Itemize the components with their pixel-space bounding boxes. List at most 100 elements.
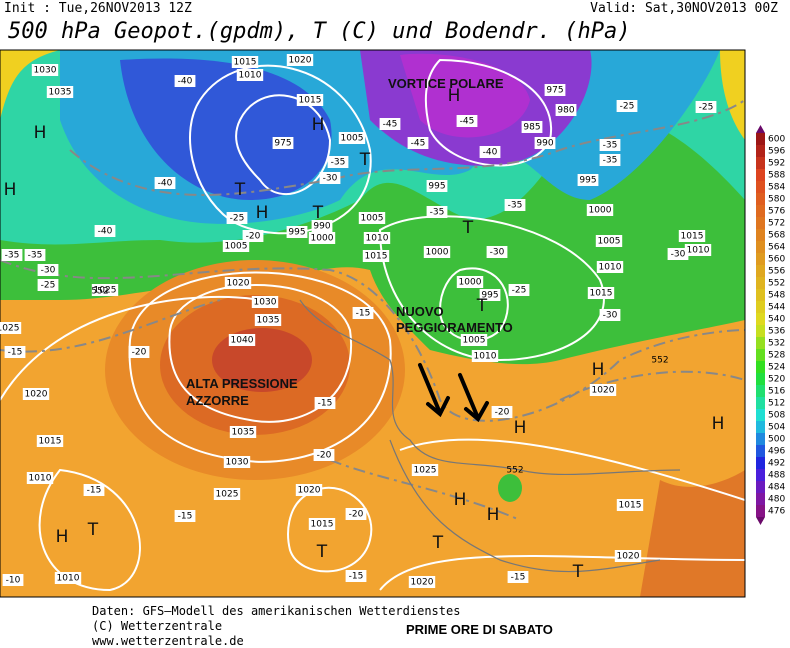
isobar-label-box [308, 232, 336, 244]
isobar-label: 1015 [311, 520, 334, 530]
temperature-label-box [599, 154, 621, 166]
temperature-label: -15 [87, 486, 102, 496]
temperature-label-box [174, 510, 196, 522]
temperature-label: -40 [178, 77, 193, 87]
temperature-label: -35 [430, 208, 445, 218]
map [0, 50, 745, 597]
temperature-label-box [313, 449, 335, 461]
height-label: 552 [506, 466, 523, 476]
isobar-label-box [479, 289, 501, 301]
temperature-label-box [599, 139, 621, 151]
pressure-center: H [592, 360, 605, 380]
isobar-label: 995 [428, 182, 445, 192]
colorbar-swatch [756, 493, 765, 505]
temperature-label-box [1, 249, 23, 261]
isobar-label: 975 [546, 86, 563, 96]
colorbar-swatch [756, 469, 765, 481]
isobar-label-box [358, 212, 386, 224]
temperature-label: -25 [230, 214, 245, 224]
temperature-label: -25 [620, 102, 635, 112]
temperature-label: -20 [132, 348, 147, 358]
isobar-label: 1030 [226, 458, 249, 468]
colorbar-label: 536 [768, 327, 785, 337]
colorbar-label: 552 [768, 279, 785, 289]
colorbar-swatch [756, 181, 765, 193]
colorbar-swatch [756, 505, 765, 517]
isobar-label-box [213, 488, 241, 500]
isobar-label-box [222, 240, 250, 252]
isobar-label: 1000 [589, 206, 612, 216]
isobar-label: 1010 [239, 71, 262, 81]
isobar-label-box [423, 246, 451, 258]
arrows [418, 363, 489, 423]
isobar-label: 1035 [257, 316, 280, 326]
pressure-center: H [312, 115, 325, 135]
temperature-label-box [407, 137, 429, 149]
isobar-label: 1005 [598, 237, 621, 247]
isobar-label-box [295, 484, 323, 496]
temperature-label-box [345, 570, 367, 582]
temperature-label: -35 [603, 156, 618, 166]
temperature-label: -15 [178, 512, 193, 522]
isobar-label-box [460, 334, 488, 346]
colorbar-label: 532 [768, 339, 785, 349]
isobar-label: 1020 [592, 386, 615, 396]
temperature-label: -35 [603, 141, 618, 151]
temperature-label-box [352, 307, 374, 319]
temperature-label: -35 [331, 158, 346, 168]
valid-time: Valid: Sat,30NOV2013 00Z [590, 1, 778, 16]
temperature-label: -20 [246, 232, 261, 242]
isobar-label-box [223, 456, 251, 468]
temperature-label-box [37, 279, 59, 291]
isobar-label-box [616, 499, 644, 511]
temperature-label-box [37, 264, 59, 276]
isobar-label-box [338, 132, 366, 144]
temperature-label: -15 [511, 573, 526, 583]
isobar-label-box [308, 518, 336, 530]
temperature-label-box [504, 199, 526, 211]
temperature-label-box [507, 571, 529, 583]
footer-source: Daten: GFS—Modell des amerikanischen Wet… [92, 604, 460, 618]
pressure-center: H [56, 527, 69, 547]
isobar-label: 1005 [225, 242, 248, 252]
annotation: ALTA PRESSIONE [186, 376, 298, 391]
temperature-label-box [174, 75, 196, 87]
isobar-label: 1015 [234, 58, 257, 68]
colorbar-swatch [756, 349, 765, 361]
colorbar-swatch [756, 265, 765, 277]
colorbar-label: 548 [768, 291, 785, 301]
isobar-label: 1020 [617, 552, 640, 562]
isobar-label-box [229, 426, 257, 438]
annotation: PEGGIORAMENTO [396, 320, 513, 335]
colorbar-swatch [756, 325, 765, 337]
colorbar-swatch [756, 313, 765, 325]
colorbar-swatch [756, 481, 765, 493]
isobar-label-box [471, 350, 499, 362]
colorbar-label: 492 [768, 459, 785, 469]
pressure-center: H [454, 490, 467, 510]
isobar-label-box [254, 314, 282, 326]
isobar-label-box [362, 250, 390, 262]
temperature-label: -30 [671, 250, 686, 260]
isobar-label-box [614, 550, 642, 562]
isobar-label-box [91, 284, 119, 296]
height-label: 552 [651, 356, 668, 366]
colorbar-label: 488 [768, 471, 785, 481]
temperature-label: -10 [6, 576, 21, 586]
temperature-label: -40 [483, 148, 498, 158]
isobar-label: 1015 [590, 289, 613, 299]
isobar-label-box [22, 388, 50, 400]
isobar-label-box [26, 472, 54, 484]
temperature-label: -40 [98, 227, 113, 237]
colorbar-swatch [756, 397, 765, 409]
isobar-label-box [296, 94, 324, 106]
annotation: AZZORRE [186, 393, 249, 408]
temperature-label-box [2, 574, 24, 586]
temperature-label-box [4, 346, 26, 358]
isobar-label-box [31, 64, 59, 76]
pressure-center: T [476, 296, 488, 316]
temperature-label: -45 [460, 117, 475, 127]
init-time: Init : Tue,26NOV2013 12Z [4, 1, 192, 16]
annotation: VORTICE POLARE [388, 76, 504, 91]
colorbar-swatch [756, 205, 765, 217]
